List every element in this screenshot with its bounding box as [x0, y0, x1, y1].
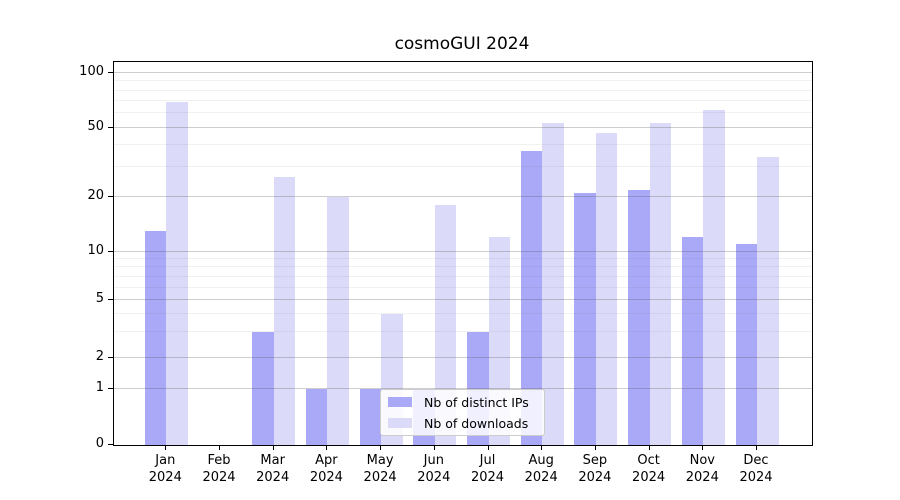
- x-tick-mark: [594, 445, 596, 450]
- x-tick-mark: [487, 445, 489, 450]
- x-tick-mark: [219, 445, 220, 450]
- x-tick-mark: [433, 445, 435, 450]
- y-tick-label: 10: [87, 242, 104, 258]
- y-tick-label: 50: [87, 118, 104, 134]
- bar-jun-downloads: [434, 205, 457, 445]
- y-tick-label: 100: [79, 64, 104, 79]
- bar-mar-distinct-ips: [252, 332, 274, 445]
- x-tick-label-oct: Oct 2024: [632, 453, 666, 485]
- legend-row: Nb of downloads: [388, 414, 544, 432]
- minor-gridline: [114, 80, 812, 82]
- bar-dec-distinct-ips: [735, 244, 757, 445]
- bar-aug-downloads: [542, 123, 564, 445]
- minor-gridline: [114, 313, 812, 315]
- x-tick-label-sep: Sep 2024: [578, 453, 612, 485]
- bar-dec-downloads: [757, 157, 779, 445]
- x-tick-mark: [165, 445, 167, 450]
- x-tick-mark: [272, 445, 274, 450]
- minor-gridline: [114, 286, 812, 288]
- y-tick-label: 20: [87, 188, 104, 204]
- y-tick-mark: [108, 250, 113, 252]
- major-gridline: [114, 250, 812, 252]
- minor-gridline: [114, 112, 812, 114]
- distinct-ips-swatch-icon: [388, 397, 412, 407]
- major-gridline: [114, 196, 812, 198]
- bar-may-distinct-ips: [359, 388, 382, 445]
- x-tick-mark: [702, 445, 704, 450]
- y-tick-mark: [108, 356, 113, 358]
- minor-gridline: [114, 89, 812, 91]
- downloads-swatch-icon: [388, 418, 412, 428]
- x-tick-label-feb: Feb 2024: [202, 453, 236, 485]
- x-tick-label-jan: Jan 2024: [148, 453, 182, 485]
- x-tick-mark: [380, 445, 382, 450]
- minor-gridline: [114, 266, 812, 268]
- minor-gridline: [114, 331, 812, 333]
- legend-label: Nb of distinct IPs: [424, 394, 529, 410]
- y-tick-mark: [108, 196, 113, 198]
- y-tick-mark: [108, 299, 113, 301]
- chart-title: cosmoGUI 2024: [394, 34, 530, 54]
- bar-apr-downloads: [327, 197, 349, 445]
- major-gridline: [114, 126, 812, 128]
- x-tick-label-dec: Dec 2024: [739, 453, 773, 485]
- x-tick-mark: [648, 445, 650, 450]
- minor-gridline: [114, 258, 812, 260]
- y-tick-mark: [108, 387, 113, 389]
- y-tick-label: 1: [95, 379, 104, 395]
- y-tick-label: 0: [95, 436, 104, 451]
- minor-gridline: [114, 165, 812, 167]
- major-gridline: [114, 72, 812, 73]
- bar-aug-distinct-ips: [520, 150, 543, 445]
- major-gridline: [114, 387, 812, 389]
- bar-jan-distinct-ips: [144, 231, 167, 445]
- x-tick-label-nov: Nov 2024: [685, 453, 719, 485]
- major-gridline: [114, 356, 812, 358]
- y-tick-mark: [108, 72, 113, 73]
- legend-label: Nb of downloads: [424, 415, 529, 431]
- bar-jan-downloads: [166, 102, 188, 445]
- bar-nov-distinct-ips: [681, 237, 704, 445]
- x-tick-label-mar: Mar 2024: [256, 453, 290, 485]
- major-gridline: [114, 299, 812, 301]
- x-tick-label-may: May 2024: [363, 453, 397, 485]
- minor-gridline: [114, 143, 812, 145]
- y-tick-label: 5: [95, 291, 104, 307]
- grid-layer: [114, 62, 812, 445]
- x-tick-mark: [756, 445, 757, 450]
- x-tick-mark: [541, 445, 543, 450]
- x-tick-label-jun: Jun 2024: [417, 453, 451, 485]
- bar-mar-downloads: [273, 177, 296, 445]
- legend: Nb of distinct IPs Nb of downloads: [380, 389, 545, 436]
- bar-apr-distinct-ips: [305, 388, 328, 445]
- bar-oct-downloads: [649, 123, 672, 445]
- x-tick-mark: [326, 445, 328, 450]
- y-tick-mark: [108, 444, 113, 445]
- y-tick-label: 2: [95, 348, 104, 364]
- x-tick-label-aug: Aug 2024: [524, 453, 558, 485]
- x-tick-label-jul: Jul 2024: [470, 453, 505, 485]
- x-tick-label-apr: Apr 2024: [309, 453, 343, 485]
- minor-gridline: [114, 100, 812, 102]
- minor-gridline: [114, 275, 812, 277]
- bar-oct-distinct-ips: [628, 189, 650, 445]
- bar-sep-distinct-ips: [574, 193, 596, 445]
- bar-nov-downloads: [703, 109, 725, 445]
- y-tick-mark: [108, 126, 113, 128]
- bar-sep-downloads: [595, 132, 618, 445]
- legend-row: Nb of distinct IPs: [388, 393, 544, 411]
